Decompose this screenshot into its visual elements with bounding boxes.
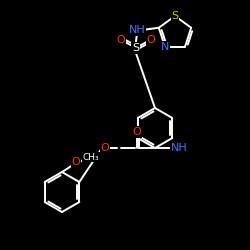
Text: O: O <box>132 127 141 137</box>
Text: N: N <box>161 42 169 52</box>
Text: O: O <box>72 157 80 167</box>
Text: S: S <box>172 11 178 21</box>
Text: NH: NH <box>128 25 145 35</box>
Text: O: O <box>146 35 155 45</box>
Text: O: O <box>116 35 125 45</box>
Text: CH₃: CH₃ <box>83 152 99 162</box>
Text: S: S <box>132 43 140 53</box>
Text: O: O <box>100 143 110 153</box>
Text: NH: NH <box>170 143 188 153</box>
